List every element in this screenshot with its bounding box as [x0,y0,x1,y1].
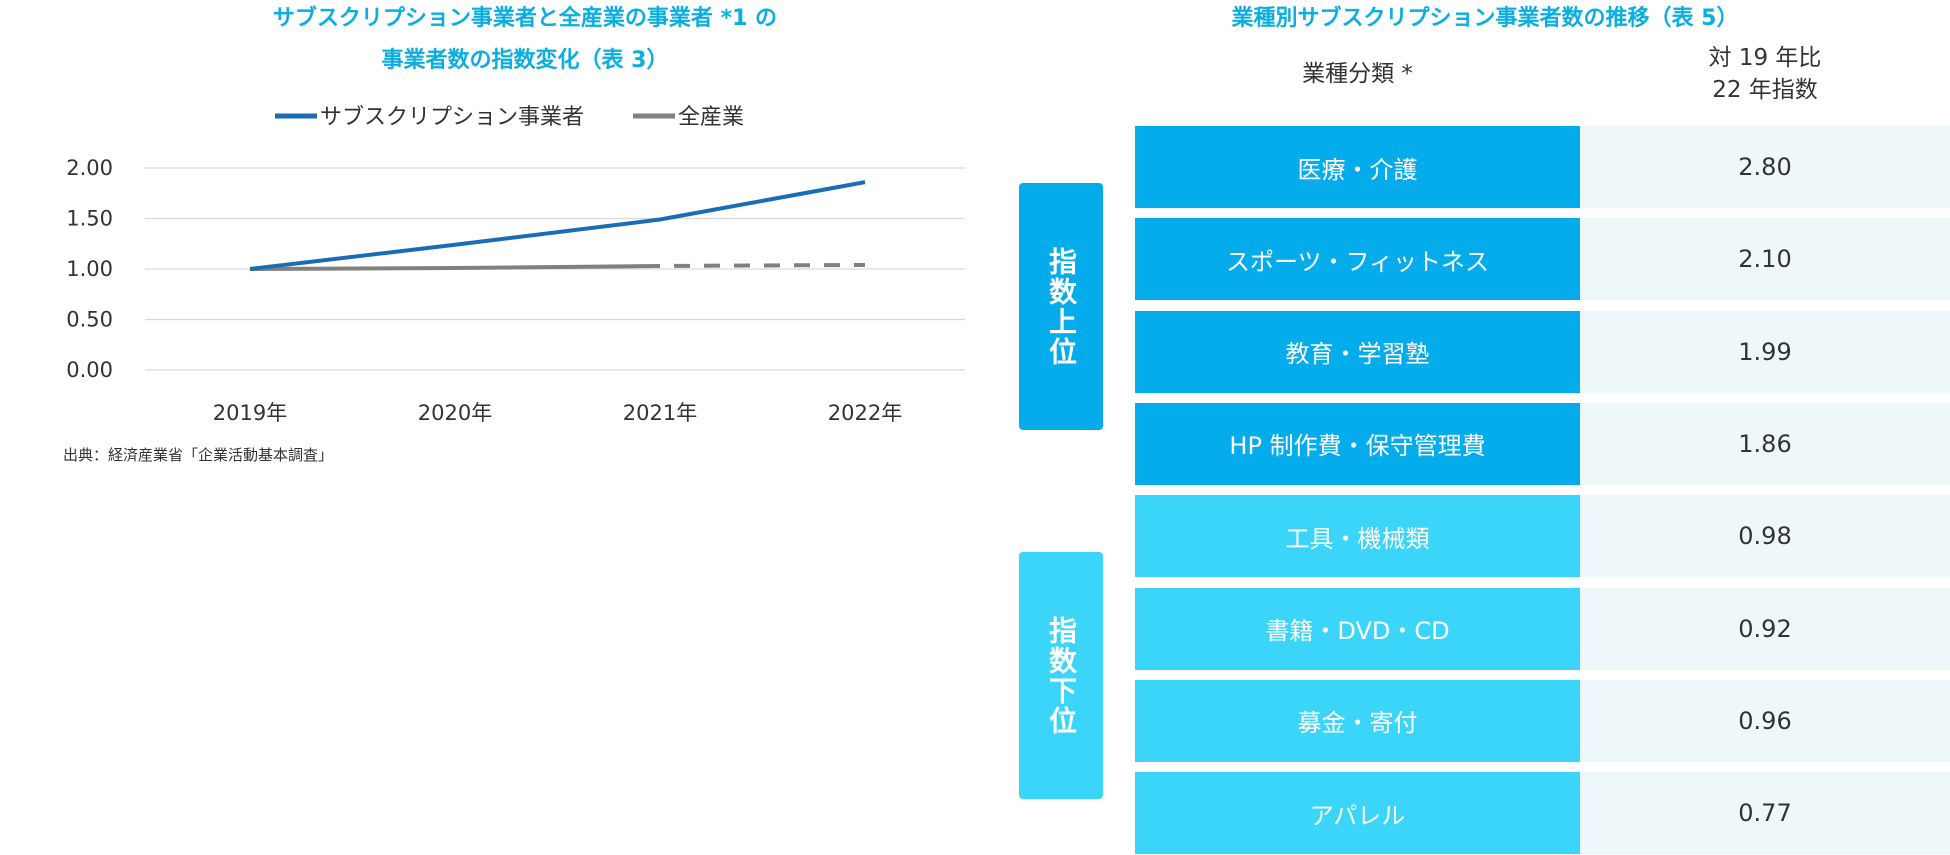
table-header-category: 業種分類 * [1302,61,1413,87]
row-category: 募金・寄付 [1135,679,1580,762]
chart-title-line1: サブスクリプション事業者と全産業の事業者 *1 の [272,6,778,31]
row-value: 0.96 [1738,706,1792,735]
x-tick-label: 2022年 [828,401,902,425]
row-category: HP 制作費・保守管理費 [1135,402,1580,485]
row-value: 2.80 [1738,153,1792,181]
line-chart: 0.00 0.50 1.00 1.50 2.00 2019年 2020年 2021年 2022年… [66,105,965,425]
group-label-top: 指数上位 [1019,183,1103,430]
row-value: 0.92 [1738,614,1792,643]
row-category: 工具・機械類 [1135,495,1580,578]
table-header-value-line2: 22 年指数 [1712,77,1818,103]
table-row: HP 制作費・保守管理費 1.86 [1135,402,1950,485]
y-tick-label: 1.50 [66,207,113,231]
y-tick-label: 1.00 [66,257,113,281]
y-tick-label: 0.50 [66,308,113,332]
x-tick-label: 2021年 [623,401,697,425]
row-value: 1.86 [1738,429,1792,458]
table-row: 書籍・DVD・CD 0.92 [1135,587,1950,670]
series-line-subscription [249,180,866,271]
x-tick-label: 2020年 [418,401,492,425]
series-line-all-industry-dashed [659,262,866,268]
table-header-value-line1: 対 19 年比 [1708,45,1822,71]
row-value-cell: 2.10 [1580,218,1950,301]
x-tick-label: 2019年 [213,401,287,425]
row-value-cell: 1.99 [1580,310,1950,393]
row-category: 教育・学習塾 [1135,310,1580,393]
row-value: 1.99 [1738,337,1792,366]
row-category: 医療・介護 [1135,126,1580,208]
row-category: アパレル [1135,772,1580,855]
row-category: 書籍・DVD・CD [1135,587,1580,670]
source-note: 出典：経済産業省「企業活動基本調査」 [63,446,334,464]
table-row: 募金・寄付 0.96 [1135,679,1950,762]
row-value-cell: 0.96 [1580,679,1950,762]
row-value: 0.77 [1738,799,1792,828]
table-row: 工具・機械類 0.98 [1135,495,1950,578]
table-title: 業種別サブスクリプション事業者数の推移（表 5） [1231,6,1739,31]
chart-title-line2: 事業者数の指数変化（表 3） [381,48,669,73]
table-row: 教育・学習塾 1.99 [1135,310,1950,393]
table-row: 医療・介護 2.80 [1135,126,1950,208]
legend-subscription-label: サブスクリプション事業者 [320,105,584,130]
row-value-cell: 1.86 [1580,402,1950,485]
y-tick-label: 0.00 [66,358,113,382]
y-tick-label: 2.00 [66,156,113,180]
group-label-bottom: 指数下位 [1019,552,1103,799]
row-value-cell: 0.92 [1580,587,1950,670]
group-label-bottom-text: 指数下位 [1045,615,1078,736]
row-category: スポーツ・フィットネス [1135,218,1580,301]
row-value: 2.10 [1738,245,1792,274]
row-value: 0.98 [1738,522,1792,551]
series-line-all-industry [249,263,661,271]
table-row: アパレル 0.77 [1135,772,1950,855]
group-label-top-text: 指数上位 [1045,246,1078,367]
row-value-cell: 0.98 [1580,495,1950,578]
table-row: スポーツ・フィットネス 2.10 [1135,218,1950,301]
row-value-cell: 0.77 [1580,772,1950,855]
row-value-cell: 2.80 [1580,126,1950,208]
legend-all-industry-label: 全産業 [678,105,744,130]
